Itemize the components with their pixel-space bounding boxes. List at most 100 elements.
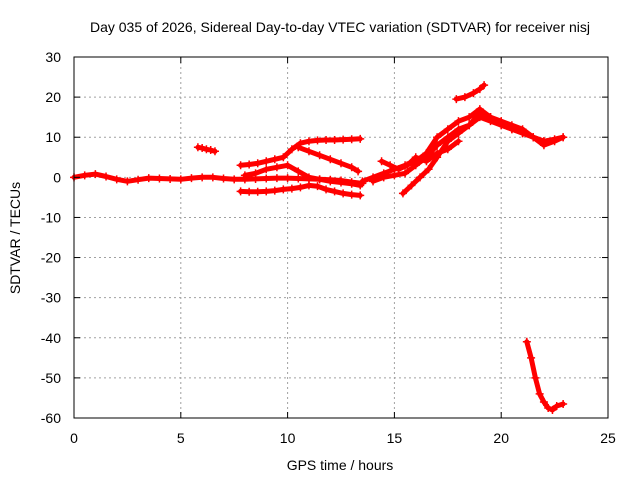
data-point bbox=[294, 143, 303, 152]
data-point bbox=[377, 157, 386, 166]
data-point bbox=[102, 172, 111, 181]
data-point bbox=[539, 397, 548, 406]
data-point bbox=[518, 129, 527, 138]
data-point bbox=[337, 159, 345, 168]
data-point bbox=[155, 174, 164, 183]
data-point bbox=[356, 134, 365, 143]
data-point bbox=[198, 173, 207, 182]
x-tick-label: 5 bbox=[177, 430, 185, 446]
data-point bbox=[236, 161, 245, 170]
data-point bbox=[433, 133, 442, 142]
series-upper-arc bbox=[294, 143, 363, 176]
data-point bbox=[347, 135, 356, 144]
data-point bbox=[198, 144, 207, 153]
data-point bbox=[529, 133, 538, 142]
data-point bbox=[548, 405, 557, 414]
data-point bbox=[465, 113, 474, 122]
data-point bbox=[230, 175, 239, 184]
data-point bbox=[460, 93, 469, 102]
x-tick-label: 15 bbox=[387, 430, 403, 446]
data-point bbox=[531, 373, 540, 382]
data-point bbox=[347, 190, 356, 199]
data-point bbox=[270, 155, 279, 164]
data-point bbox=[497, 121, 506, 130]
data-point bbox=[330, 187, 339, 196]
x-tick-label: 25 bbox=[600, 430, 616, 446]
data-point bbox=[144, 174, 153, 183]
data-point bbox=[245, 160, 254, 169]
series-mid-lower bbox=[236, 181, 365, 200]
data-point bbox=[193, 143, 202, 152]
data-point bbox=[262, 157, 271, 166]
data-point bbox=[559, 399, 568, 408]
data-point bbox=[433, 141, 442, 150]
y-tick-label: -60 bbox=[41, 410, 61, 426]
series-rising-3 bbox=[398, 113, 548, 198]
data-point bbox=[251, 169, 260, 178]
data-point bbox=[552, 401, 561, 410]
y-tick-label: -40 bbox=[41, 330, 61, 346]
data-point bbox=[475, 113, 484, 122]
data-point bbox=[369, 177, 378, 186]
data-point bbox=[219, 174, 228, 183]
data-point bbox=[279, 153, 288, 162]
series-mid-upper bbox=[236, 134, 365, 170]
data-point bbox=[134, 175, 143, 184]
data-point bbox=[544, 403, 553, 412]
data-point bbox=[253, 159, 262, 168]
data-point bbox=[356, 181, 365, 190]
data-point bbox=[253, 187, 262, 196]
data-point bbox=[315, 151, 324, 160]
data-point bbox=[210, 147, 219, 156]
data-point bbox=[356, 191, 365, 200]
data-point bbox=[339, 135, 348, 144]
data-point bbox=[443, 145, 452, 154]
data-point bbox=[486, 117, 495, 126]
data-point bbox=[411, 161, 420, 170]
data-point bbox=[330, 136, 339, 145]
data-point bbox=[550, 135, 559, 144]
data-point bbox=[262, 187, 271, 196]
data-point bbox=[480, 81, 489, 90]
data-point bbox=[283, 174, 292, 183]
data-point bbox=[91, 170, 100, 179]
data-point bbox=[206, 146, 215, 155]
data-point bbox=[245, 187, 254, 196]
data-point bbox=[454, 117, 463, 126]
data-point bbox=[386, 161, 395, 170]
data-point bbox=[112, 175, 121, 184]
data-point bbox=[347, 179, 356, 188]
data-point bbox=[272, 163, 281, 172]
data-point bbox=[379, 173, 388, 182]
series-short-early bbox=[193, 143, 219, 156]
data-point bbox=[539, 137, 548, 146]
chart-title: Day 035 of 2026, Sidereal Day-to-day VTE… bbox=[90, 19, 590, 35]
x-tick-label: 20 bbox=[493, 430, 509, 446]
data-point bbox=[326, 155, 335, 164]
data-series bbox=[70, 81, 568, 414]
data-point bbox=[296, 183, 305, 192]
data-point bbox=[304, 173, 313, 182]
data-point bbox=[358, 177, 367, 186]
data-point bbox=[469, 89, 478, 98]
x-tick-label: 0 bbox=[70, 430, 78, 446]
y-tick-label: 20 bbox=[45, 89, 61, 105]
data-point bbox=[326, 177, 335, 186]
data-point bbox=[202, 145, 211, 154]
data-point bbox=[454, 129, 463, 138]
data-point bbox=[475, 85, 484, 94]
data-point bbox=[287, 145, 296, 154]
grid-lines bbox=[74, 57, 608, 418]
data-point bbox=[283, 161, 292, 170]
data-point bbox=[80, 171, 89, 180]
data-point bbox=[272, 174, 281, 183]
data-point bbox=[313, 182, 322, 191]
data-point bbox=[403, 161, 412, 170]
data-point bbox=[465, 121, 474, 130]
data-point bbox=[176, 175, 185, 184]
series-rising-4 bbox=[377, 137, 463, 174]
data-point bbox=[240, 171, 249, 180]
y-axis-ticks: -60 -50 -40 -30 -20 -10 0 10 20 30 bbox=[41, 49, 608, 426]
data-point bbox=[424, 165, 433, 174]
